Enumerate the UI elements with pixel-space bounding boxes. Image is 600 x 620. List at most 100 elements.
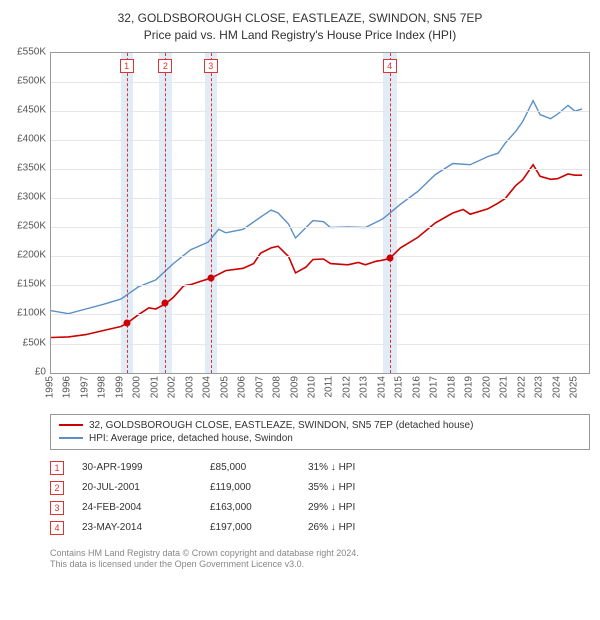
series-hpi bbox=[51, 100, 582, 313]
transaction-dot bbox=[386, 254, 393, 261]
y-tick-label: £50K bbox=[23, 337, 46, 348]
gridline bbox=[51, 198, 589, 199]
tx-pct: 26% ↓ HPI bbox=[308, 522, 398, 533]
x-tick-label: 2008 bbox=[272, 376, 283, 398]
tx-number-badge: 1 bbox=[50, 461, 64, 475]
x-tick-label: 2010 bbox=[307, 376, 318, 398]
gridline bbox=[51, 314, 589, 315]
tx-number-badge: 3 bbox=[50, 501, 64, 515]
tx-number-badge: 2 bbox=[50, 481, 64, 495]
footer-line-2: This data is licensed under the Open Gov… bbox=[50, 559, 590, 571]
table-row: 3 24-FEB-2004 £163,000 29% ↓ HPI bbox=[50, 498, 590, 518]
marker-label: 1 bbox=[120, 59, 134, 73]
x-tick-label: 2002 bbox=[167, 376, 178, 398]
y-tick-label: £250K bbox=[17, 221, 46, 232]
gridline bbox=[51, 82, 589, 83]
footer-attribution: Contains HM Land Registry data © Crown c… bbox=[50, 548, 590, 571]
x-tick-label: 2019 bbox=[464, 376, 475, 398]
x-tick-label: 2021 bbox=[499, 376, 510, 398]
x-tick-label: 2016 bbox=[411, 376, 422, 398]
tx-price: £119,000 bbox=[210, 482, 290, 493]
x-tick-label: 2014 bbox=[376, 376, 387, 398]
x-tick-label: 2003 bbox=[184, 376, 195, 398]
y-tick-label: £300K bbox=[17, 192, 46, 203]
marker-vline bbox=[165, 53, 166, 373]
table-row: 1 30-APR-1999 £85,000 31% ↓ HPI bbox=[50, 458, 590, 478]
x-tick-label: 2013 bbox=[359, 376, 370, 398]
transactions-table: 1 30-APR-1999 £85,000 31% ↓ HPI 2 20-JUL-2001… bbox=[50, 458, 590, 538]
x-tick-label: 2000 bbox=[132, 376, 143, 398]
tx-pct: 31% ↓ HPI bbox=[308, 462, 398, 473]
marker-label: 2 bbox=[158, 59, 172, 73]
y-tick-label: £450K bbox=[17, 104, 46, 115]
tx-date: 23-MAY-2014 bbox=[82, 522, 192, 533]
x-tick-label: 2020 bbox=[481, 376, 492, 398]
x-tick-label: 1996 bbox=[62, 376, 73, 398]
series-price_paid bbox=[51, 164, 582, 337]
x-tick-label: 2017 bbox=[429, 376, 440, 398]
x-tick-label: 1995 bbox=[45, 376, 56, 398]
gridline bbox=[51, 227, 589, 228]
legend-swatch bbox=[59, 437, 83, 439]
legend-item: HPI: Average price, detached house, Swin… bbox=[59, 432, 581, 445]
y-tick-label: £550K bbox=[17, 46, 46, 57]
marker-vline bbox=[211, 53, 212, 373]
transaction-dot bbox=[123, 320, 130, 327]
tx-date: 30-APR-1999 bbox=[82, 462, 192, 473]
tx-date: 20-JUL-2001 bbox=[82, 482, 192, 493]
x-tick-label: 2011 bbox=[324, 376, 335, 398]
tx-pct: 35% ↓ HPI bbox=[308, 482, 398, 493]
table-row: 4 23-MAY-2014 £197,000 26% ↓ HPI bbox=[50, 518, 590, 538]
x-tick-label: 2007 bbox=[254, 376, 265, 398]
x-tick-label: 2001 bbox=[149, 376, 160, 398]
marker-label: 3 bbox=[204, 59, 218, 73]
footer-line-1: Contains HM Land Registry data © Crown c… bbox=[50, 548, 590, 560]
tx-pct: 29% ↓ HPI bbox=[308, 502, 398, 513]
y-axis: £0£50K£100K£150K£200K£250K£300K£350K£400… bbox=[10, 52, 50, 372]
legend-label: HPI: Average price, detached house, Swin… bbox=[89, 433, 293, 444]
gridline bbox=[51, 256, 589, 257]
legend-label: 32, GOLDSBOROUGH CLOSE, EASTLEAZE, SWIND… bbox=[89, 420, 473, 431]
table-row: 2 20-JUL-2001 £119,000 35% ↓ HPI bbox=[50, 478, 590, 498]
gridline bbox=[51, 285, 589, 286]
y-tick-label: £200K bbox=[17, 250, 46, 261]
x-tick-label: 2004 bbox=[202, 376, 213, 398]
marker-label: 4 bbox=[383, 59, 397, 73]
gridline bbox=[51, 344, 589, 345]
y-tick-label: £350K bbox=[17, 162, 46, 173]
title-line-1: 32, GOLDSBOROUGH CLOSE, EASTLEAZE, SWIND… bbox=[10, 10, 590, 27]
x-tick-label: 1997 bbox=[79, 376, 90, 398]
transaction-dot bbox=[162, 300, 169, 307]
tx-price: £85,000 bbox=[210, 462, 290, 473]
y-tick-label: £100K bbox=[17, 308, 46, 319]
plot-area: 1 2 3 4 bbox=[50, 52, 590, 374]
tx-price: £197,000 bbox=[210, 522, 290, 533]
marker-vline bbox=[390, 53, 391, 373]
gridline bbox=[51, 140, 589, 141]
chart-title-block: 32, GOLDSBOROUGH CLOSE, EASTLEAZE, SWIND… bbox=[10, 10, 590, 44]
chart-area: £0£50K£100K£150K£200K£250K£300K£350K£400… bbox=[10, 52, 590, 408]
y-tick-label: £150K bbox=[17, 279, 46, 290]
gridline bbox=[51, 169, 589, 170]
x-tick-label: 2023 bbox=[534, 376, 545, 398]
transaction-dot bbox=[207, 274, 214, 281]
series-lines bbox=[51, 53, 589, 373]
tx-number-badge: 4 bbox=[50, 521, 64, 535]
x-tick-label: 2018 bbox=[446, 376, 457, 398]
x-tick-label: 2006 bbox=[237, 376, 248, 398]
tx-price: £163,000 bbox=[210, 502, 290, 513]
x-tick-label: 2024 bbox=[551, 376, 562, 398]
legend-item: 32, GOLDSBOROUGH CLOSE, EASTLEAZE, SWIND… bbox=[59, 419, 581, 432]
x-tick-label: 2012 bbox=[341, 376, 352, 398]
x-tick-label: 2005 bbox=[219, 376, 230, 398]
legend: 32, GOLDSBOROUGH CLOSE, EASTLEAZE, SWIND… bbox=[50, 414, 590, 450]
x-tick-label: 2015 bbox=[394, 376, 405, 398]
x-tick-label: 2025 bbox=[569, 376, 580, 398]
x-axis: 1995199619971998199920002001200220032004… bbox=[50, 374, 588, 408]
y-tick-label: £500K bbox=[17, 75, 46, 86]
y-tick-label: £400K bbox=[17, 133, 46, 144]
title-line-2: Price paid vs. HM Land Registry's House … bbox=[10, 27, 590, 44]
tx-date: 24-FEB-2004 bbox=[82, 502, 192, 513]
x-tick-label: 1998 bbox=[97, 376, 108, 398]
x-tick-label: 1999 bbox=[114, 376, 125, 398]
